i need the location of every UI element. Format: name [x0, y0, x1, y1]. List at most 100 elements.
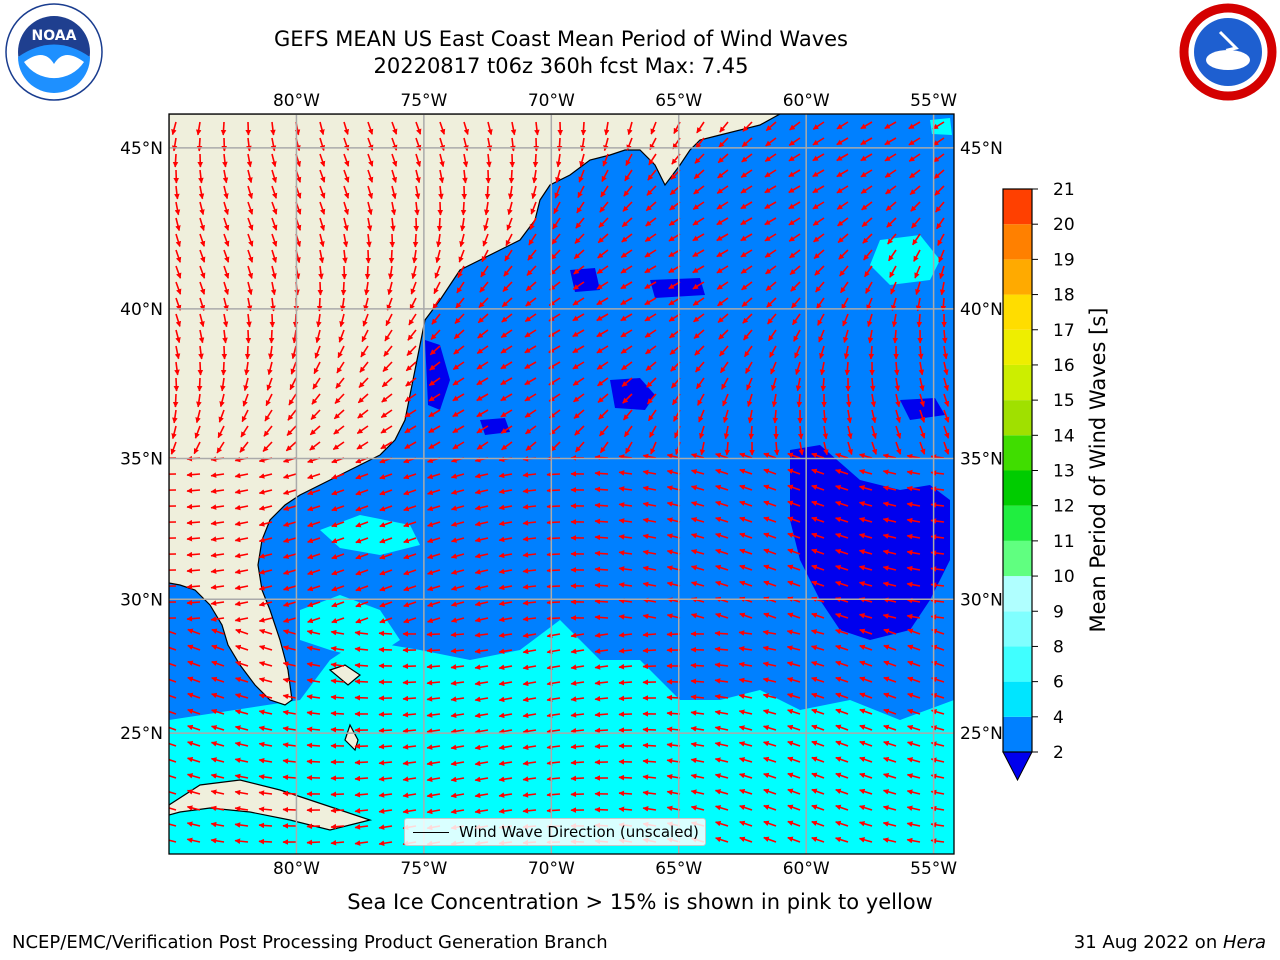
wave-arrow — [459, 233, 465, 248]
wave-arrow — [716, 217, 729, 226]
wave-arrow — [387, 281, 393, 296]
wave-arrow — [895, 441, 902, 455]
wave-arrow — [546, 807, 561, 814]
wave-arrow — [171, 425, 177, 440]
wave-arrow — [811, 468, 825, 475]
wave-arrow — [452, 361, 465, 371]
wave-arrow — [210, 520, 225, 526]
wave-arrow — [932, 121, 945, 130]
wave-arrow — [788, 153, 801, 162]
wave-arrow — [405, 377, 417, 387]
wave-arrow — [743, 329, 753, 341]
wave-arrow — [379, 585, 393, 592]
wave-arrow — [763, 564, 777, 571]
wave-arrow — [390, 217, 396, 232]
wave-arrow — [337, 345, 345, 359]
wave-arrow — [546, 551, 561, 558]
wave-arrow — [247, 169, 253, 184]
wave-arrow — [331, 505, 345, 512]
wave-arrow — [912, 233, 921, 246]
wave-arrow — [355, 489, 369, 496]
wave-arrow — [428, 441, 441, 450]
colorbar-tick-label: 2 — [1053, 743, 1064, 763]
wave-arrow — [355, 505, 369, 512]
wave-arrow — [246, 313, 252, 328]
wave-arrow — [330, 710, 345, 717]
wave-arrow — [715, 452, 729, 459]
wave-arrow — [748, 425, 755, 440]
wave-arrow — [534, 121, 540, 136]
wave-arrow — [715, 564, 729, 571]
wave-arrow — [367, 121, 374, 135]
wave-arrow — [551, 233, 561, 245]
wave-arrow — [871, 425, 877, 440]
wave-arrow — [888, 249, 897, 262]
wave-arrow — [882, 517, 897, 523]
wave-arrow — [287, 409, 297, 421]
colorbar-tick-label: 18 — [1053, 286, 1075, 306]
wave-arrow — [644, 281, 657, 290]
wave-arrow — [787, 532, 801, 539]
wave-arrow — [694, 361, 705, 373]
wave-arrow — [430, 329, 441, 340]
colorbar-segment — [1003, 400, 1032, 436]
wave-arrow — [269, 313, 276, 328]
wave-arrow — [330, 823, 345, 830]
wave-arrow — [650, 441, 657, 455]
wave-arrow — [740, 169, 753, 178]
wave-arrow — [812, 153, 825, 162]
wave-arrow — [572, 377, 585, 386]
wave-arrow — [454, 313, 465, 324]
wave-arrow — [764, 201, 777, 210]
wave-arrow — [501, 441, 513, 451]
wave-arrow — [412, 233, 419, 248]
wave-arrow — [882, 581, 897, 587]
wave-arrow — [598, 425, 609, 437]
wave-arrow — [500, 393, 513, 402]
wave-arrow — [788, 217, 801, 226]
wave-arrow — [391, 185, 397, 200]
wave-arrow — [666, 501, 681, 507]
wave-arrow — [330, 726, 345, 733]
wave-arrow — [210, 488, 225, 494]
wave-arrow — [765, 137, 777, 147]
wave-arrow — [436, 217, 443, 232]
wave-arrow — [601, 169, 609, 183]
wave-arrow — [862, 233, 873, 244]
wave-direction-arrows — [169, 121, 950, 847]
wave-arrow — [642, 663, 657, 670]
wave-arrow — [199, 265, 206, 279]
wave-arrow — [258, 838, 273, 845]
wave-arrow — [174, 201, 181, 216]
wave-arrow — [199, 217, 206, 231]
wave-arrow — [572, 361, 585, 370]
legend-label: Wind Wave Direction (unscaled) — [459, 823, 699, 841]
wave-arrow — [814, 265, 825, 276]
wave-arrow — [722, 393, 729, 407]
wave-arrow — [503, 265, 513, 277]
colorbar-segment — [1003, 540, 1032, 577]
wave-arrow — [268, 345, 274, 360]
wave-arrow — [847, 441, 853, 456]
wave-arrow — [434, 265, 441, 279]
wave-arrow — [860, 169, 873, 178]
wave-arrow — [195, 121, 202, 136]
wave-arrow — [787, 580, 801, 587]
wave-arrow — [791, 313, 801, 326]
wave-arrow — [307, 521, 321, 528]
wave-arrow — [311, 393, 321, 405]
colorbar-segment — [1003, 329, 1032, 365]
wave-arrow — [741, 281, 753, 291]
wave-arrow — [482, 233, 489, 247]
colorbar: 2 4 6 8 9 10 11 12 13 14 15 16 17 18 19 20 21 — [1002, 180, 1075, 782]
lon-tick-label: 75°W — [400, 859, 447, 879]
wave-arrow — [258, 553, 273, 559]
wave-arrow — [836, 137, 849, 146]
footer-host: Hera — [1222, 932, 1266, 953]
wave-arrow — [476, 393, 489, 402]
lon-tick-label: 55°W — [910, 91, 957, 111]
wave-arrow — [798, 441, 805, 456]
wave-arrow — [223, 217, 230, 231]
lat-tick-label: 30°N — [960, 590, 1003, 610]
wave-arrow — [837, 233, 849, 244]
